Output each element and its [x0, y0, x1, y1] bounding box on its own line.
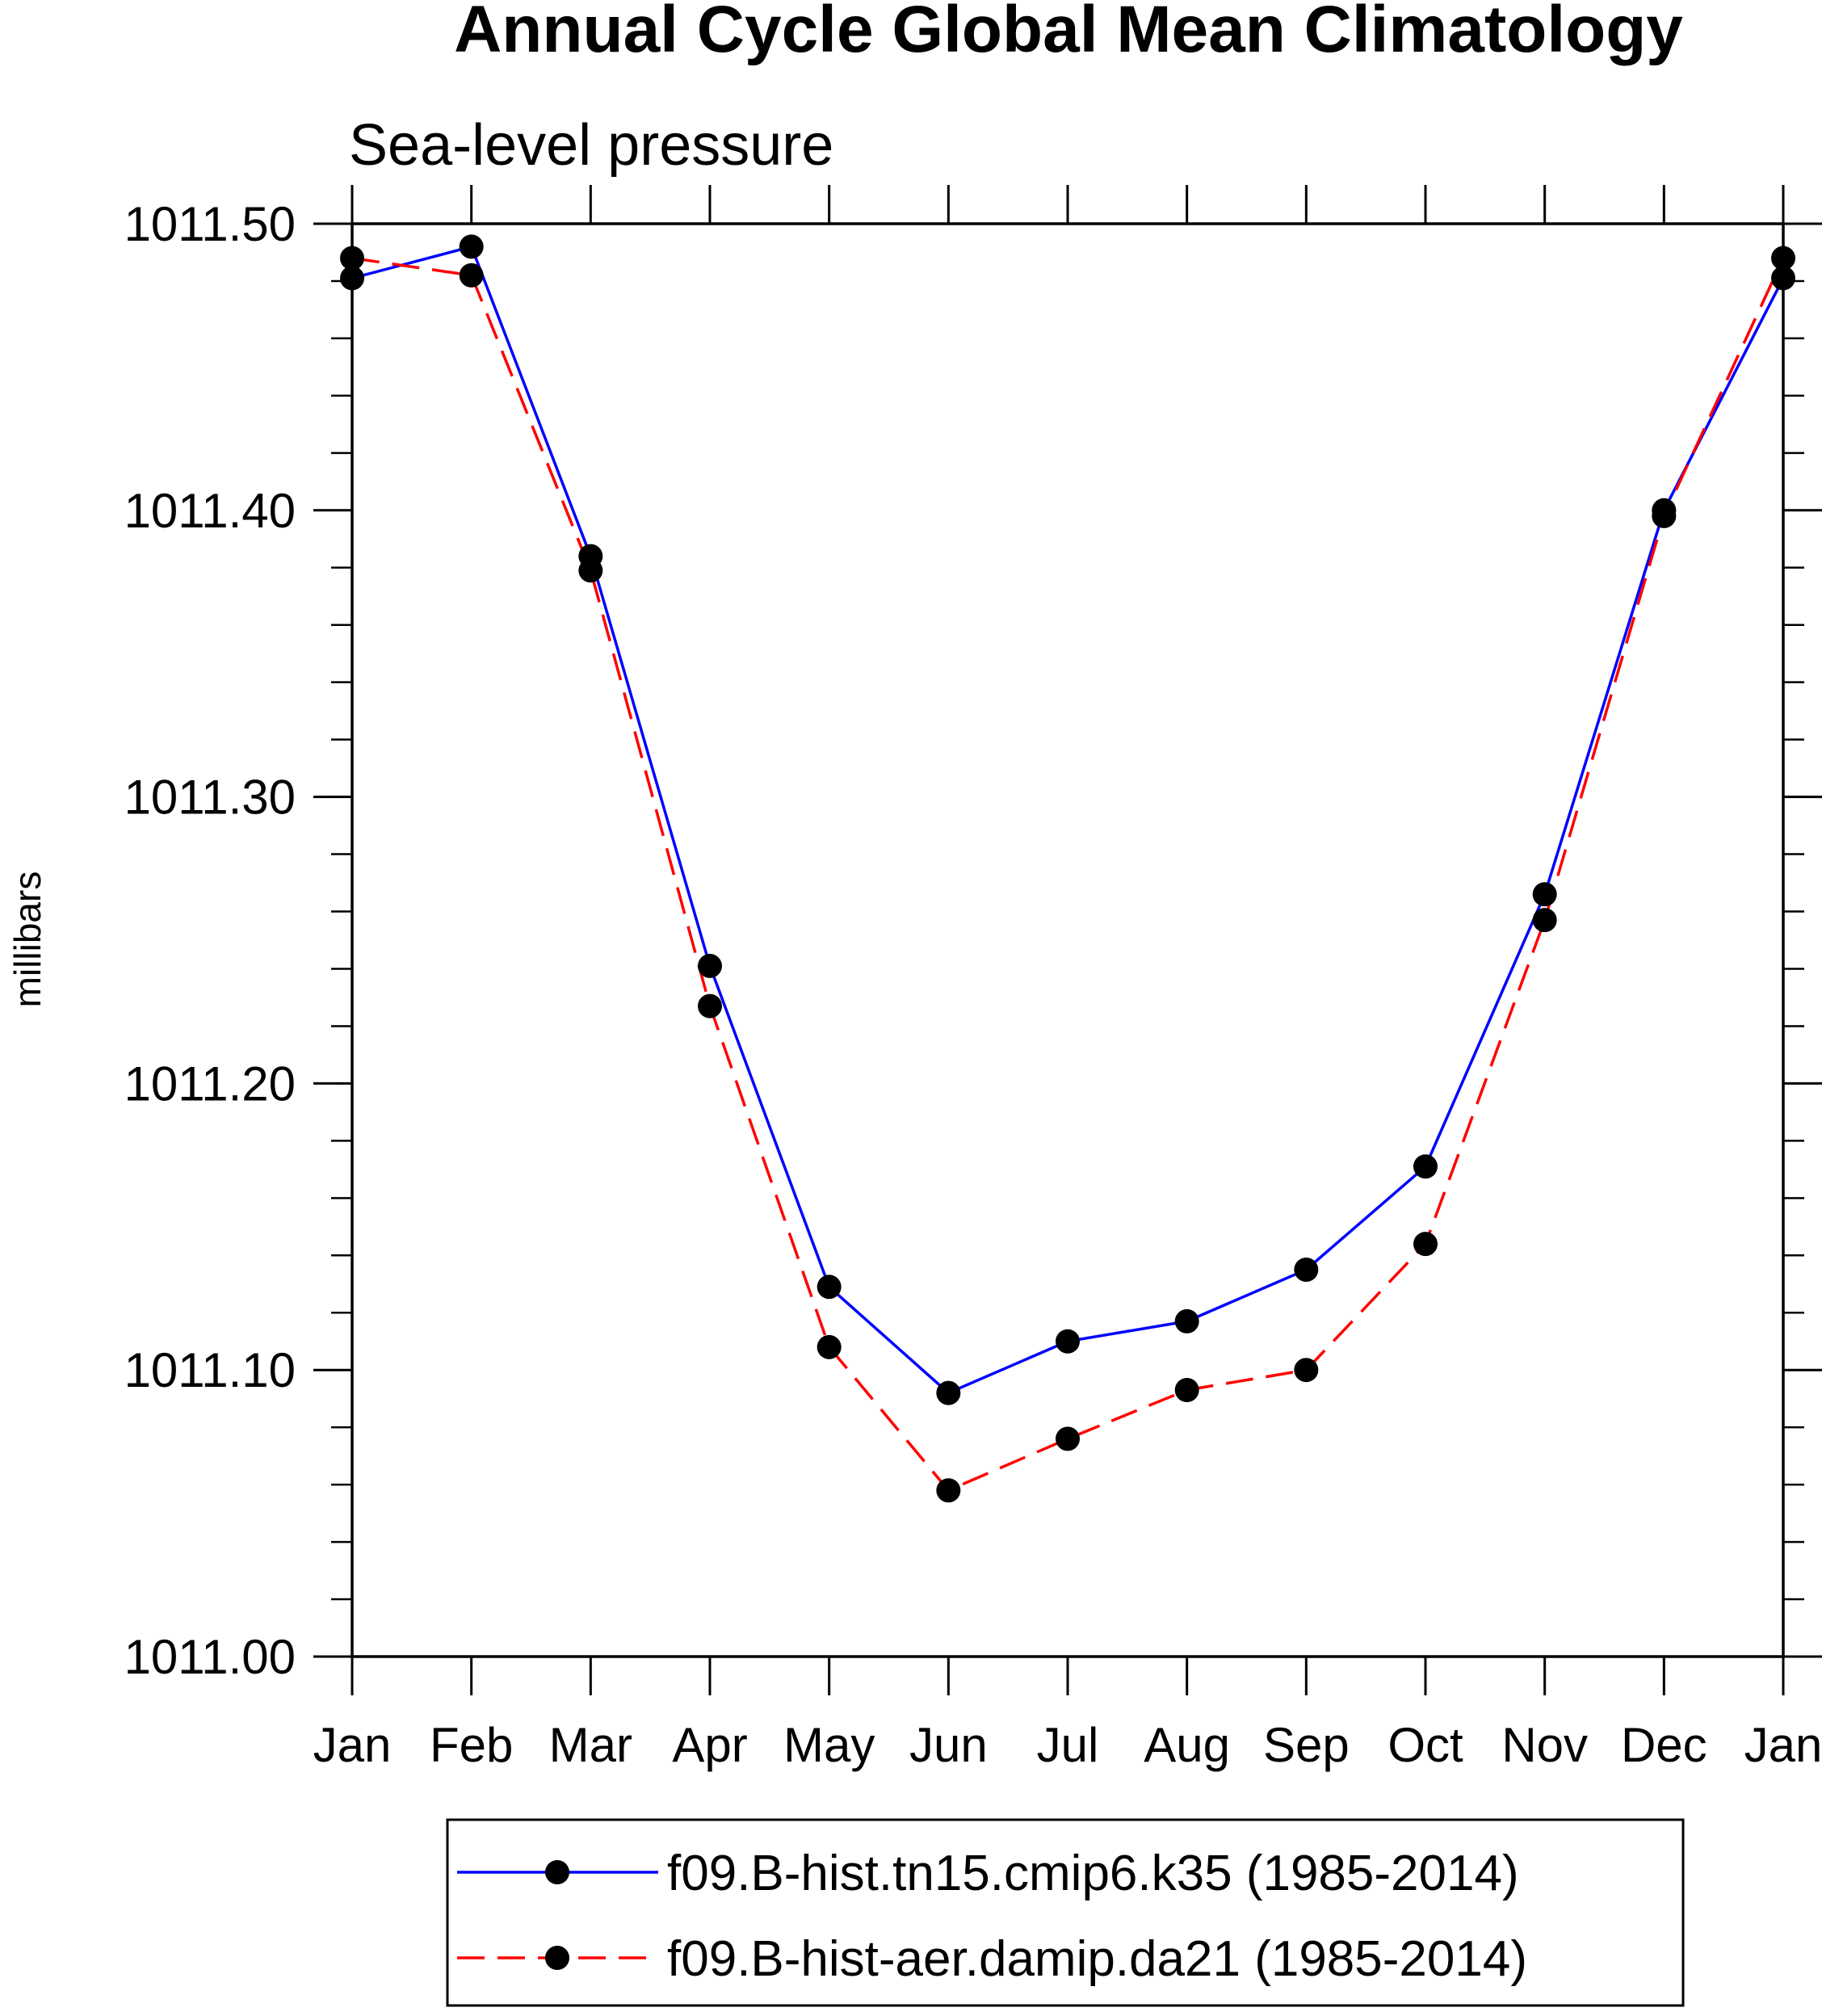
series-layer: [340, 234, 1795, 1503]
x-tick-label: Oct: [1387, 1718, 1463, 1772]
data-point-series-2: [1413, 1232, 1438, 1257]
legend-box: [446, 1818, 1685, 2007]
data-point-series-2: [1771, 246, 1795, 271]
y-tick-label: 1011.50: [124, 197, 296, 251]
data-point-series-2: [817, 1334, 842, 1359]
x-tick-label: Jul: [1037, 1718, 1099, 1772]
y-tick-label: 1011.40: [124, 484, 296, 538]
axes: Jan Feb Mar Apr May Jun Jul Aug Sep Oct Nov Dec Jan 1…: [124, 185, 1822, 1772]
data-point-series-1: [1056, 1329, 1080, 1354]
data-point-series-2: [1056, 1426, 1080, 1451]
data-point-series-1: [1294, 1258, 1319, 1283]
data-point-series-1: [1532, 882, 1557, 907]
data-point-series-1: [1771, 266, 1795, 291]
data-point-series-1: [459, 234, 484, 259]
legend-marker-2: [545, 1946, 569, 1970]
data-point-series-1: [817, 1275, 842, 1300]
legend: f09.B-hist.tn15.cmip6.k35 (1985-2014) f0…: [446, 1818, 1685, 2007]
x-tick-label: Mar: [549, 1718, 632, 1772]
data-point-series-1: [936, 1380, 961, 1405]
y-tick-label: 1011.20: [124, 1056, 296, 1111]
x-tick-label: May: [783, 1718, 875, 1772]
data-point-series-1: [340, 266, 364, 291]
legend-label-1: f09.B-hist.tn15.cmip6.k35 (1985-2014): [667, 1846, 1519, 1901]
x-tick-label: Aug: [1144, 1718, 1230, 1772]
data-point-series-2: [340, 246, 364, 271]
data-point-series-1: [1413, 1154, 1438, 1179]
y-tick-label: 1011.30: [124, 771, 296, 825]
x-tick-label: Jan: [313, 1718, 392, 1772]
chart-title: Annual Cycle Global Mean Climatology: [454, 0, 1683, 66]
chart-subtitle: Sea-level pressure: [349, 113, 833, 178]
data-point-series-2: [1652, 503, 1677, 528]
data-point-series-2: [578, 558, 603, 583]
y-axis-label: millibars: [6, 872, 48, 1008]
data-point-series-2: [1532, 908, 1557, 933]
x-tick-label: Dec: [1621, 1718, 1707, 1772]
data-point-series-2: [1174, 1378, 1199, 1403]
data-point-series-2: [936, 1478, 961, 1503]
legend-marker-1: [545, 1860, 569, 1884]
data-point-series-1: [1174, 1308, 1199, 1334]
y-tick-label: 1011.00: [124, 1630, 296, 1684]
data-point-series-2: [698, 993, 722, 1018]
x-tick-label: Nov: [1501, 1718, 1588, 1772]
x-tick-label: Sep: [1263, 1718, 1350, 1772]
data-point-series-2: [459, 262, 484, 288]
x-tick-label: Jun: [909, 1718, 988, 1772]
data-point-series-2: [1294, 1358, 1319, 1383]
legend-label-2: f09.B-hist-aer.damip.da21 (1985-2014): [667, 1931, 1527, 1987]
data-point-series-1: [698, 953, 722, 978]
x-tick-label: Apr: [672, 1718, 747, 1772]
x-tick-label: Feb: [430, 1718, 513, 1772]
x-tick-label: Jan: [1744, 1718, 1822, 1772]
y-tick-label: 1011.10: [124, 1343, 296, 1397]
